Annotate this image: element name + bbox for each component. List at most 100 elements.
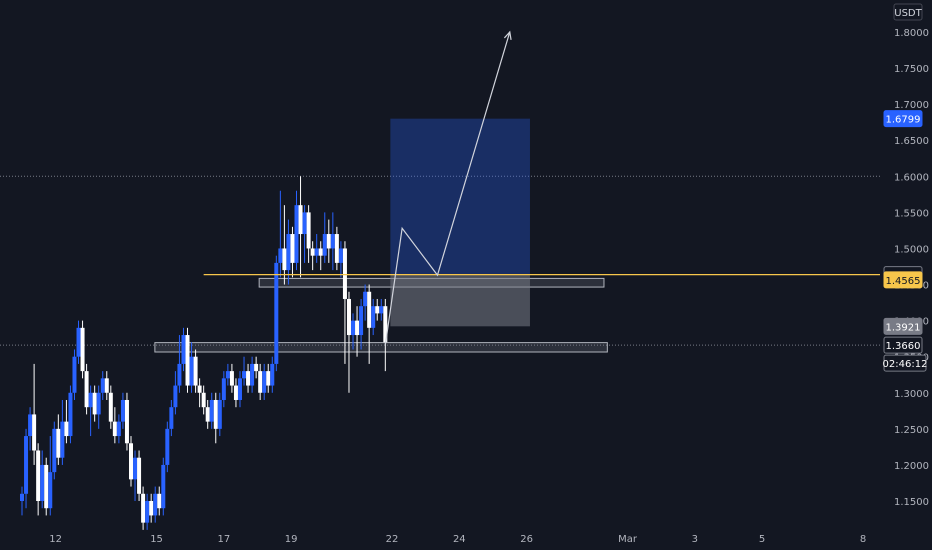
candle (189, 342, 194, 393)
candle-body (197, 385, 202, 393)
candle (258, 363, 263, 400)
candle-body (48, 472, 53, 509)
candle (233, 378, 238, 408)
price-badge-box (883, 271, 923, 289)
candle (310, 241, 315, 271)
candle-body (266, 371, 271, 386)
candle (290, 226, 295, 278)
candle (351, 313, 356, 350)
candle (197, 378, 202, 408)
candle-body (229, 371, 234, 386)
stop-area[interactable] (390, 274, 530, 327)
candle-body (338, 248, 343, 263)
zone-rectangle[interactable] (154, 342, 608, 353)
candle (379, 298, 384, 321)
candle (124, 392, 129, 451)
arrow-head-icon (503, 30, 512, 40)
candle-body (104, 378, 109, 393)
candle (318, 241, 323, 271)
price-tick-label: 1.7000 (894, 100, 929, 111)
price-badge-box (883, 110, 923, 128)
candle-body (270, 363, 275, 386)
target-area[interactable] (390, 118, 530, 275)
candle (128, 436, 133, 487)
price-tick-label: 1.6000 (894, 172, 929, 183)
candle (242, 356, 247, 386)
time-tick-label: 3 (692, 534, 698, 545)
candle (363, 284, 368, 321)
time-axis[interactable]: 12 15 17 19 22 24 26 Mar 3 5 8 (49, 534, 866, 545)
price-tick-label: 1.2000 (894, 461, 929, 472)
candle-body (44, 464, 49, 509)
price-badge: 1.3921 (883, 317, 923, 335)
candlestick-series (20, 176, 388, 530)
candle-body (205, 407, 210, 422)
candle-body (96, 392, 101, 415)
candle (193, 349, 198, 393)
candle (383, 298, 388, 372)
candle (48, 436, 53, 516)
candle (100, 371, 105, 400)
candle-body (201, 392, 206, 408)
projection-path[interactable] (384, 31, 511, 346)
candle-body (342, 248, 347, 299)
candle-body (80, 327, 85, 372)
candle (153, 486, 158, 523)
candle-body (221, 378, 226, 400)
price-badge-box (883, 336, 923, 354)
candle (141, 486, 146, 530)
candle (250, 356, 255, 393)
candle (161, 457, 166, 516)
price-tick-label: 1.8000 (894, 28, 929, 39)
candle-body (233, 385, 238, 400)
time-tick-label: 22 (386, 534, 399, 545)
candle (64, 399, 69, 444)
price-badge-text: 1.3921 (886, 322, 921, 333)
candle-body (363, 291, 368, 307)
candle-body (76, 327, 81, 357)
candle (237, 371, 242, 408)
countdown-badge: 02:46:12 (883, 354, 927, 372)
price-badge-text: 1.3660 (886, 341, 921, 352)
price-badge: 1.3660 (883, 336, 923, 354)
projection-path-group[interactable] (384, 30, 512, 346)
candle (56, 414, 61, 465)
candle (120, 392, 125, 429)
candle-body (149, 501, 154, 516)
candle (314, 234, 319, 263)
long-position-tool[interactable] (390, 118, 530, 327)
candle-body (40, 464, 45, 501)
candle (104, 371, 109, 400)
candle (254, 356, 259, 379)
candle-body (290, 234, 295, 263)
candle (274, 255, 279, 372)
candle-body (334, 234, 339, 263)
candle-body (124, 399, 129, 444)
price-tick-label: 1.5000 (894, 244, 929, 255)
candle-body (128, 443, 133, 480)
candle (355, 306, 360, 357)
candle-body (213, 399, 218, 429)
candle (72, 349, 77, 400)
candle-body (298, 205, 303, 235)
countdown-box (883, 354, 927, 372)
candle (96, 385, 101, 429)
currency-badge[interactable]: USDT (893, 3, 923, 21)
price-badge: 1.6799 (883, 110, 923, 128)
time-tick-label: 24 (453, 534, 466, 545)
time-tick-label: 19 (285, 534, 298, 545)
candle (133, 450, 138, 501)
candle-body (20, 493, 24, 501)
candle-body (242, 371, 247, 379)
currency-badge-box (893, 3, 923, 21)
time-tick-label: Mar (618, 534, 638, 545)
candle-body (185, 335, 190, 386)
candle (246, 363, 251, 393)
candle (145, 493, 150, 530)
candle (20, 486, 24, 516)
candle (302, 205, 307, 263)
candle (92, 385, 97, 422)
candle (330, 212, 335, 271)
